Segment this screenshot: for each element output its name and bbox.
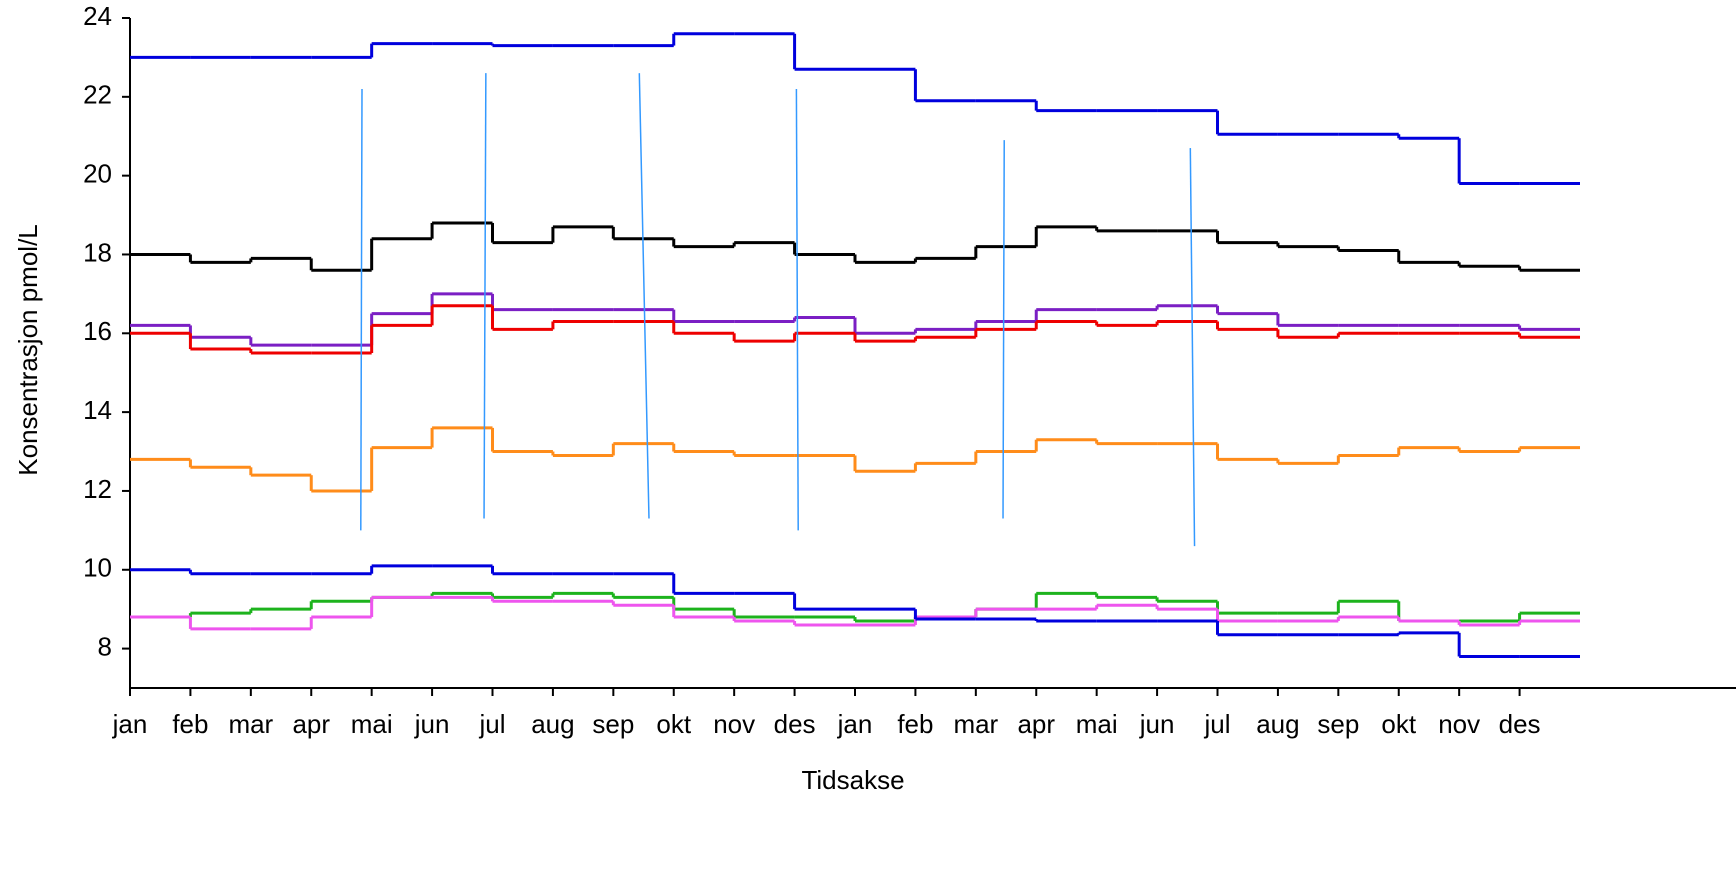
y-axis-label: Konsentrasjon pmol/L [13,224,43,475]
x-tick-label: mar [228,709,273,739]
x-tick-label: jul [478,709,505,739]
x-tick-label: apr [1017,709,1055,739]
connector-line [1002,140,1005,519]
connector-line [360,88,363,531]
x-tick-label: feb [172,709,208,739]
y-tick-label: 24 [83,1,112,31]
x-tick-label: mai [1076,709,1118,739]
x-tick-label: des [774,709,816,739]
x-tick-label: jun [414,709,450,739]
x-tick-label: apr [292,709,330,739]
x-tick-label: nov [1438,709,1480,739]
y-tick-label: 20 [83,159,112,189]
x-tick-label: nov [713,709,755,739]
x-tick-label: jul [1203,709,1230,739]
x-axis-label: Tidsakse [801,765,904,795]
x-tick-label: sep [592,709,634,739]
connector-line [795,88,799,531]
y-tick-label: 10 [83,553,112,583]
connector-line [1189,148,1196,547]
y-tick-label: 18 [83,237,112,267]
x-tick-label: jan [837,709,873,739]
y-tick-label: 12 [83,474,112,504]
x-tick-label: jan [112,709,148,739]
y-tick-label: 8 [98,631,112,661]
x-tick-label: aug [531,709,574,739]
x-tick-label: jun [1139,709,1175,739]
x-tick-label: aug [1256,709,1299,739]
x-tick-label: okt [1381,709,1416,739]
x-tick-label: sep [1317,709,1359,739]
x-tick-label: des [1499,709,1541,739]
y-tick-label: 16 [83,316,112,346]
x-tick-label: mar [953,709,998,739]
x-tick-label: mai [351,709,393,739]
y-tick-label: 14 [83,395,112,425]
connector-line [638,73,650,519]
x-tick-label: okt [656,709,691,739]
connector-line [483,73,487,519]
y-tick-label: 22 [83,80,112,110]
x-tick-label: feb [897,709,933,739]
